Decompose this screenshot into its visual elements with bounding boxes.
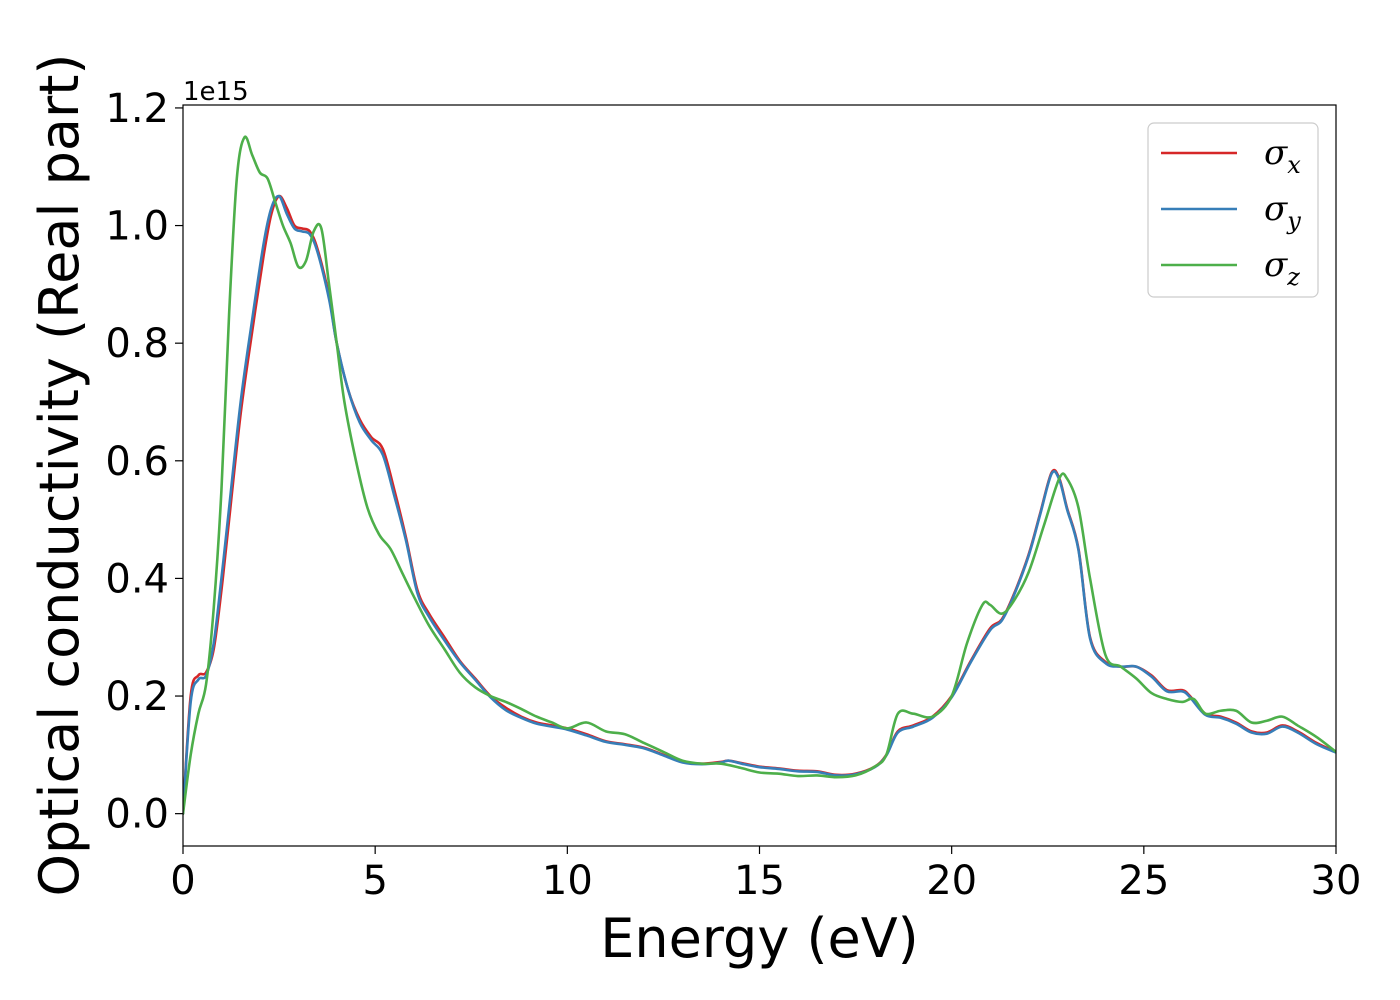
y-tick-label: 1.0 (105, 204, 169, 250)
legend-label-x: σx (1264, 133, 1301, 179)
legend-label-subscript: z (1286, 263, 1300, 291)
legend-label-y: σy (1264, 189, 1301, 235)
x-tick-label: 5 (362, 858, 387, 904)
legend-label-base: σ (1264, 245, 1288, 285)
x-tick-label: 20 (926, 858, 977, 904)
legend-label-z: σz (1264, 245, 1300, 291)
y-tick-label: 0.8 (105, 321, 169, 367)
x-tick-label: 10 (542, 858, 593, 904)
x-tick-label: 0 (170, 858, 195, 904)
y-tick-label: 1.2 (105, 86, 169, 132)
y-axis-title: Optical conductivity (Real part) (28, 54, 91, 897)
x-tick-label: 25 (1118, 858, 1169, 904)
x-axis-ticks: 0 5 10 15 20 25 30 (170, 846, 1361, 904)
legend-label-base: σ (1264, 133, 1288, 173)
legend-label-subscript: y (1286, 207, 1301, 235)
y-axis-ticks: 0.0 0.2 0.4 0.6 0.8 1.0 1.2 (105, 86, 183, 838)
x-tick-label: 15 (734, 858, 785, 904)
plot-area (183, 135, 1336, 815)
series-line-z (183, 135, 1336, 815)
legend-label-base: σ (1264, 189, 1288, 229)
y-tick-label: 0.2 (105, 674, 169, 720)
y-axis-offset-label: 1e15 (183, 77, 249, 107)
x-tick-label: 30 (1311, 858, 1362, 904)
legend-label-subscript: x (1287, 151, 1301, 179)
y-tick-label: 0.4 (105, 556, 169, 602)
x-axis-title: Energy (eV) (600, 907, 919, 970)
y-tick-label: 0.0 (105, 792, 169, 838)
y-tick-label: 0.6 (105, 439, 169, 485)
